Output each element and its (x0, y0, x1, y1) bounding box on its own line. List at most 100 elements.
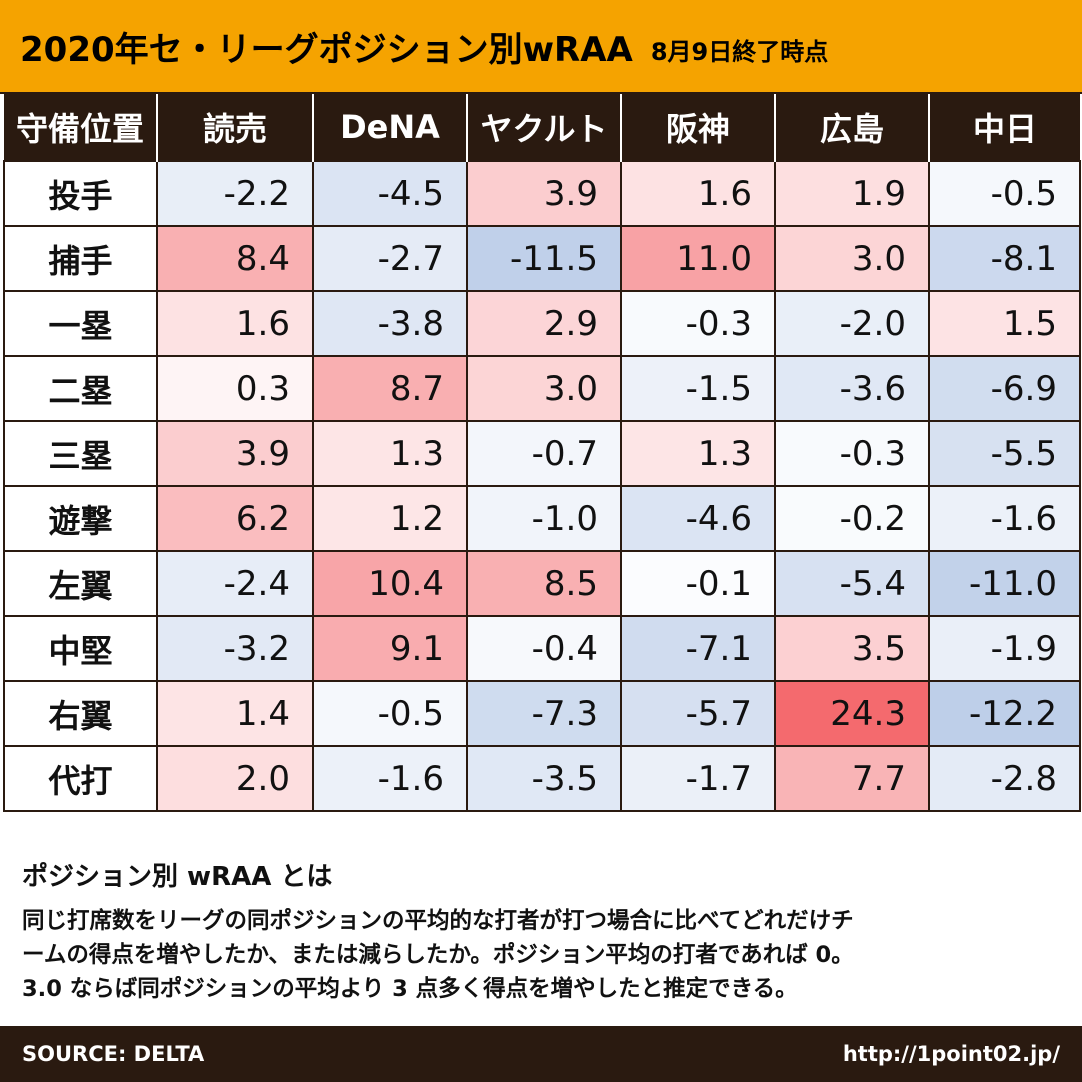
value-cell: -3.8 (312, 290, 468, 357)
value-cell: 1.4 (156, 680, 314, 747)
value-cell: 2.0 (156, 745, 314, 812)
source-url: http://1point02.jp/ (842, 1042, 1060, 1066)
explanation-line: ームの得点を増やしたか、または減らしたか。ポジション平均の打者であれば 0。 (22, 942, 854, 968)
position-label: 三塁 (3, 420, 158, 487)
value-cell: -3.5 (466, 745, 622, 812)
value-cell: 3.0 (774, 225, 930, 292)
column-header: 読売 (156, 94, 313, 161)
value-cell: 9.1 (312, 615, 468, 682)
table-row: 中堅 -3.2 9.1 -0.4 -7.1 3.5 -1.9 (3, 615, 1081, 682)
value-cell: -11.5 (466, 225, 622, 292)
table-row: 代打 2.0 -1.6 -3.5 -1.7 7.7 -2.8 (3, 745, 1081, 812)
source-label: SOURCE: DELTA (22, 1042, 205, 1066)
value-cell: -4.5 (312, 160, 468, 227)
value-cell: -3.2 (156, 615, 314, 682)
wraa-table: 守備位置 読売 DeNA ヤクルト 阪神 広島 中日 投手 -2.2 -4.5 3.9… (3, 94, 1081, 812)
value-cell: 1.9 (774, 160, 930, 227)
value-cell: -4.6 (620, 485, 776, 552)
value-cell: 3.9 (156, 420, 314, 487)
value-cell: 0.3 (156, 355, 314, 422)
value-cell: -0.5 (312, 680, 468, 747)
value-cell: -5.7 (620, 680, 776, 747)
column-header: DeNA (312, 94, 467, 161)
value-cell: -1.7 (620, 745, 776, 812)
value-cell: -11.0 (928, 550, 1081, 617)
value-cell: 10.4 (312, 550, 468, 617)
value-cell: 7.7 (774, 745, 930, 812)
value-cell: 1.3 (620, 420, 776, 487)
value-cell: 1.6 (620, 160, 776, 227)
table-body: 投手 -2.2 -4.5 3.9 1.6 1.9 -0.5 捕手 8.4 -2.7 -11.5 11.… (3, 160, 1081, 812)
value-cell: 2.9 (466, 290, 622, 357)
value-cell: -12.2 (928, 680, 1081, 747)
row-header-label: 守備位置 (4, 94, 157, 161)
value-cell: 3.5 (774, 615, 930, 682)
table-row: 捕手 8.4 -2.7 -11.5 11.0 3.0 -8.1 (3, 225, 1081, 292)
table-row: 右翼 1.4 -0.5 -7.3 -5.7 24.3 -12.2 (3, 680, 1081, 747)
title-bar: 2020年セ・リーグポジション別wRAA 8月9日終了時点 (0, 0, 1082, 94)
position-label: 二塁 (3, 355, 158, 422)
table-row: 一塁 1.6 -3.8 2.9 -0.3 -2.0 1.5 (3, 290, 1081, 357)
value-cell: -0.5 (928, 160, 1081, 227)
value-cell: -6.9 (928, 355, 1081, 422)
position-label: 左翼 (3, 550, 158, 617)
value-cell: -2.2 (156, 160, 314, 227)
explanation-title: ポジション別 wRAA とは (22, 862, 333, 892)
position-label: 代打 (3, 745, 158, 812)
value-cell: 8.4 (156, 225, 314, 292)
value-cell: 1.5 (928, 290, 1081, 357)
column-header: 阪神 (620, 94, 775, 161)
value-cell: -0.3 (620, 290, 776, 357)
position-label: 一塁 (3, 290, 158, 357)
explanation-line: 同じ打席数をリーグの同ポジションの平均的な打者が打つ場合に比べてどれだけチ (22, 908, 854, 934)
value-cell: -2.8 (928, 745, 1081, 812)
value-cell: -1.6 (928, 485, 1081, 552)
value-cell: 8.5 (466, 550, 622, 617)
table-header-row: 守備位置 読売 DeNA ヤクルト 阪神 広島 中日 (4, 94, 1080, 161)
value-cell: -7.3 (466, 680, 622, 747)
position-label: 遊撃 (3, 485, 158, 552)
value-cell: -0.3 (774, 420, 930, 487)
value-cell: 24.3 (774, 680, 930, 747)
table-row: 二塁 0.3 8.7 3.0 -1.5 -3.6 -6.9 (3, 355, 1081, 422)
value-cell: -0.1 (620, 550, 776, 617)
table-row: 遊撃 6.2 1.2 -1.0 -4.6 -0.2 -1.6 (3, 485, 1081, 552)
position-label: 右翼 (3, 680, 158, 747)
value-cell: -1.0 (466, 485, 622, 552)
value-cell: -2.7 (312, 225, 468, 292)
value-cell: -1.6 (312, 745, 468, 812)
value-cell: 1.6 (156, 290, 314, 357)
table-row: 左翼 -2.4 10.4 8.5 -0.1 -5.4 -11.0 (3, 550, 1081, 617)
value-cell: -2.0 (774, 290, 930, 357)
value-cell: -0.7 (466, 420, 622, 487)
value-cell: -0.2 (774, 485, 930, 552)
value-cell: -5.4 (774, 550, 930, 617)
value-cell: -1.5 (620, 355, 776, 422)
table-row: 投手 -2.2 -4.5 3.9 1.6 1.9 -0.5 (3, 160, 1081, 227)
value-cell: -7.1 (620, 615, 776, 682)
explanation-line: 3.0 ならば同ポジションの平均より 3 点多く得点を増やしたと推定できる。 (22, 976, 798, 1002)
value-cell: 3.9 (466, 160, 622, 227)
position-label: 捕手 (3, 225, 158, 292)
column-header: 中日 (928, 94, 1080, 161)
value-cell: -1.9 (928, 615, 1081, 682)
explanation-body: 同じ打席数をリーグの同ポジションの平均的な打者が打つ場合に比べてどれだけチ ーム… (22, 904, 1062, 1006)
column-header: ヤクルト (466, 94, 621, 161)
table-row: 三塁 3.9 1.3 -0.7 1.3 -0.3 -5.5 (3, 420, 1081, 487)
value-cell: 3.0 (466, 355, 622, 422)
value-cell: -5.5 (928, 420, 1081, 487)
value-cell: 6.2 (156, 485, 314, 552)
column-header: 広島 (774, 94, 929, 161)
value-cell: -0.4 (466, 615, 622, 682)
value-cell: -2.4 (156, 550, 314, 617)
value-cell: -3.6 (774, 355, 930, 422)
position-label: 投手 (3, 160, 158, 227)
footer-bar: SOURCE: DELTA http://1point02.jp/ (0, 1026, 1082, 1082)
value-cell: 1.3 (312, 420, 468, 487)
value-cell: 11.0 (620, 225, 776, 292)
chart-title: 2020年セ・リーグポジション別wRAA (20, 29, 633, 70)
position-label: 中堅 (3, 615, 158, 682)
value-cell: -8.1 (928, 225, 1081, 292)
value-cell: 8.7 (312, 355, 468, 422)
value-cell: 1.2 (312, 485, 468, 552)
